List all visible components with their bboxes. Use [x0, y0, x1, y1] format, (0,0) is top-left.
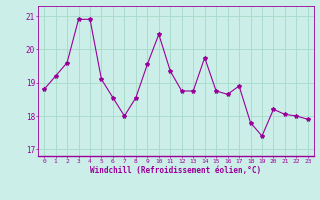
X-axis label: Windchill (Refroidissement éolien,°C): Windchill (Refroidissement éolien,°C) [91, 166, 261, 175]
